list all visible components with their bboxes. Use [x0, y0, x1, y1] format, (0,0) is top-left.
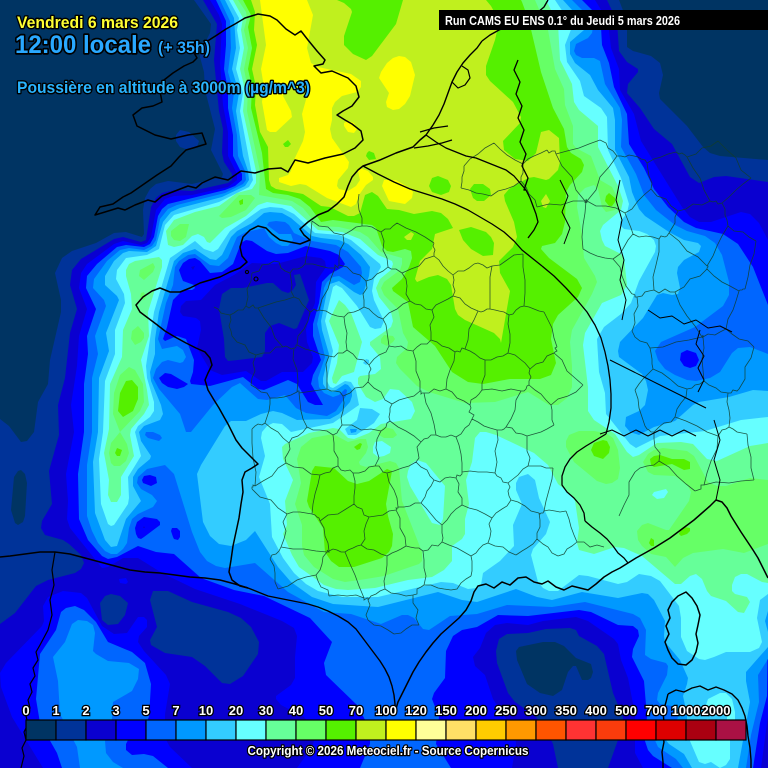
svg-text:7: 7	[172, 703, 179, 718]
svg-text:20: 20	[229, 703, 243, 718]
svg-text:1: 1	[52, 703, 59, 718]
svg-text:3: 3	[112, 703, 119, 718]
svg-text:70: 70	[349, 703, 363, 718]
svg-text:Vendredi 6 mars 2026: Vendredi 6 mars 2026	[17, 13, 178, 32]
svg-text:350: 350	[555, 703, 577, 718]
svg-text:12:00 locale: 12:00 locale	[15, 31, 151, 59]
svg-text:2000: 2000	[702, 703, 731, 718]
svg-text:300: 300	[525, 703, 547, 718]
svg-text:250: 250	[495, 703, 517, 718]
svg-text:700: 700	[645, 703, 667, 718]
svg-text:400: 400	[585, 703, 607, 718]
svg-text:Poussière en altitude à 3000m: Poussière en altitude à 3000m (µg/m^3)	[17, 78, 310, 97]
svg-text:5: 5	[142, 703, 149, 718]
svg-text:100: 100	[375, 703, 397, 718]
svg-text:40: 40	[289, 703, 303, 718]
svg-text:Copyright © 2026 Meteociel.fr: Copyright © 2026 Meteociel.fr - Source C…	[248, 743, 529, 758]
svg-text:0: 0	[22, 703, 29, 718]
svg-text:(+ 35h): (+ 35h)	[158, 38, 210, 57]
svg-text:1000: 1000	[672, 703, 701, 718]
svg-text:2: 2	[82, 703, 89, 718]
svg-text:Run CAMS EU ENS 0.1° du Jeudi: Run CAMS EU ENS 0.1° du Jeudi 5 mars 202…	[445, 14, 680, 28]
svg-text:150: 150	[435, 703, 457, 718]
svg-text:120: 120	[405, 703, 427, 718]
svg-text:50: 50	[319, 703, 333, 718]
svg-text:30: 30	[259, 703, 273, 718]
svg-text:200: 200	[465, 703, 487, 718]
svg-text:500: 500	[615, 703, 637, 718]
svg-text:10: 10	[199, 703, 213, 718]
